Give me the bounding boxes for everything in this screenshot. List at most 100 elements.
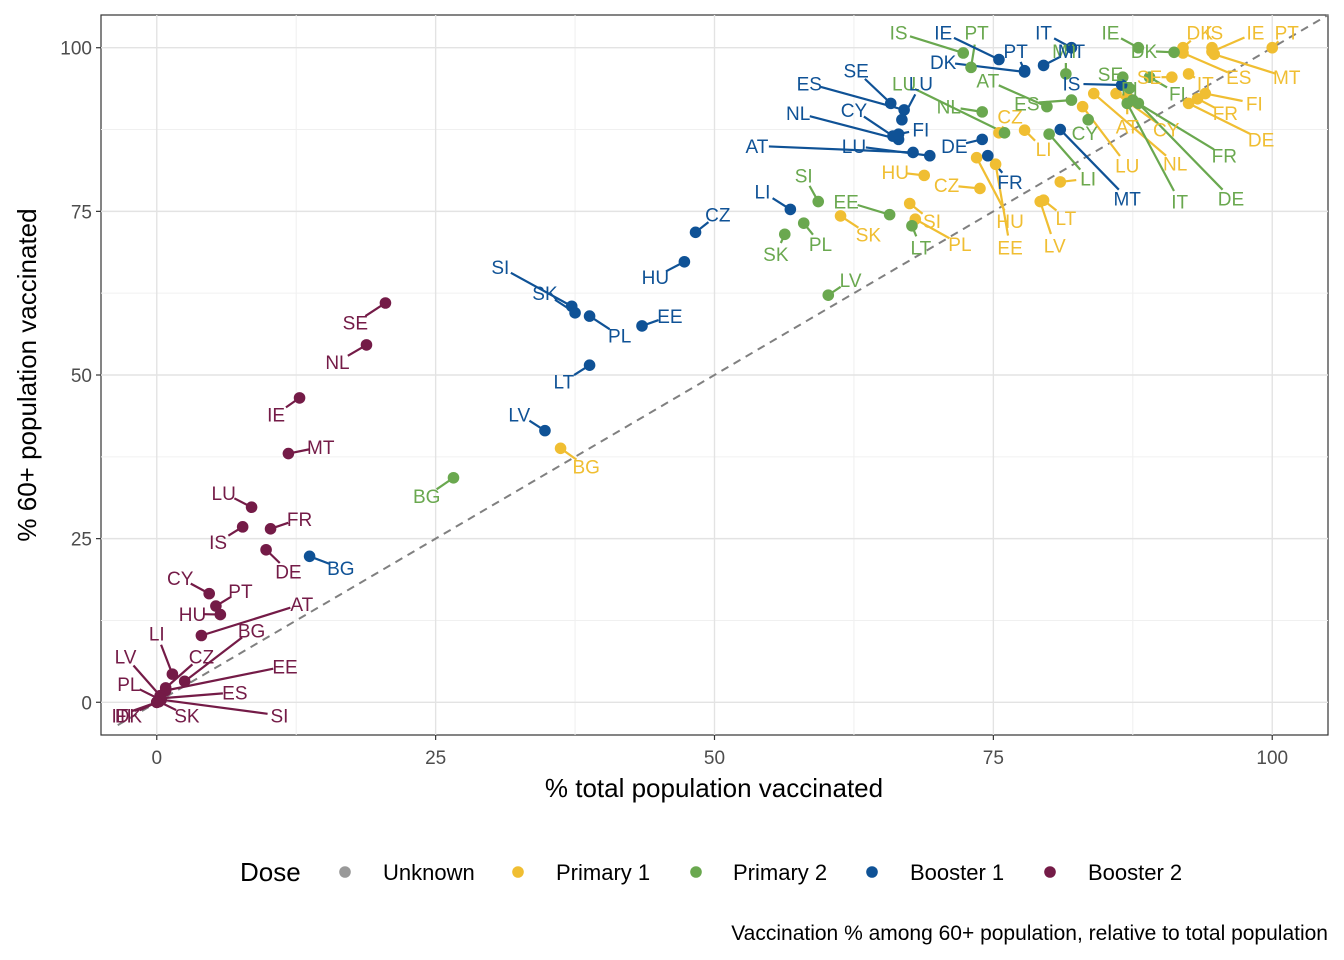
point-label-es: ES — [797, 75, 822, 96]
caption: Vaccination % among 60+ population, rela… — [731, 922, 1328, 945]
point-lt — [906, 219, 918, 232]
point-es — [898, 104, 910, 116]
leader-line-ee — [994, 164, 1010, 236]
point-label-pt: PT — [1275, 24, 1300, 45]
point-label-es: ES — [222, 683, 247, 704]
y-tick-label: 50 — [71, 366, 92, 387]
point-ee — [636, 320, 648, 332]
leader-line-at — [201, 606, 291, 637]
leader-line-lu — [865, 146, 930, 157]
point-label-at: AT — [1116, 117, 1139, 138]
point-label-hu: HU — [996, 212, 1023, 233]
point-label-si: SI — [923, 212, 941, 233]
point-label-bg: BG — [238, 621, 265, 642]
legend-title: Dose — [240, 857, 301, 887]
leader-line-cz — [164, 663, 194, 689]
leader-line-is — [1083, 82, 1122, 87]
legend: Dose Unknown Primary 1 Primary 2 Booster 1 B… — [240, 857, 1182, 887]
legend-label-unknown: Unknown — [383, 860, 475, 885]
leader-line-hu — [975, 157, 1006, 212]
point-lu — [1076, 100, 1089, 113]
point-li — [166, 668, 179, 680]
point-dk — [1018, 66, 1031, 78]
point-label-is: IS — [890, 24, 908, 45]
point-se — [379, 297, 392, 309]
point-label-si: SI — [491, 258, 509, 279]
point-label-dk: DK — [1187, 24, 1214, 45]
point-ee — [989, 158, 1002, 171]
point-fr — [264, 523, 277, 535]
point-at — [907, 146, 919, 159]
point-label-pt: PT — [228, 582, 253, 603]
point-cz — [689, 226, 702, 239]
leader-line-lv — [132, 664, 161, 697]
point-it — [150, 696, 163, 709]
point-label-es: ES — [1014, 94, 1039, 115]
point-lt — [583, 359, 596, 371]
point-label-fi: FI — [1121, 79, 1138, 100]
leader-line-nl — [809, 115, 899, 141]
x-tick-label: 50 — [704, 748, 725, 769]
point-de — [260, 543, 272, 556]
point-sk — [834, 210, 847, 222]
point-label-cy: CY — [1153, 121, 1180, 142]
point-label-ee: EE — [272, 657, 297, 678]
y-tick-label: 75 — [71, 202, 92, 223]
point-is — [957, 47, 970, 59]
point-label-fr: FR — [997, 173, 1022, 194]
point-hu — [970, 151, 983, 164]
leader-line-mt — [1213, 53, 1276, 75]
point-pt — [210, 600, 222, 612]
point-label-lu: LU — [212, 484, 236, 505]
point-label-nl: NL — [937, 98, 961, 119]
point-label-dk: DK — [116, 706, 143, 727]
point-label-si: SI — [795, 166, 813, 187]
identity-line — [117, 14, 1329, 727]
point-label-nl: NL — [1163, 155, 1187, 176]
point-label-lt: LT — [554, 373, 575, 394]
point-label-se: SE — [843, 62, 868, 83]
point-dk — [1168, 46, 1180, 59]
point-label-pt: PT — [1004, 42, 1029, 63]
leader-line-mt — [1059, 128, 1120, 191]
point-label-lu: LU — [842, 137, 866, 158]
point-li — [1054, 176, 1067, 188]
point-label-se: SE — [343, 314, 368, 335]
point-hu — [214, 608, 227, 621]
point-label-is: IS — [1062, 75, 1080, 96]
y-tick-label: 0 — [81, 693, 92, 714]
leader-line-fi — [1205, 92, 1243, 103]
point-label-at: AT — [976, 71, 999, 92]
legend-label-primary-1: Primary 1 — [556, 860, 650, 885]
leader-line-de — [1188, 102, 1251, 136]
point-label-sk: SK — [532, 284, 558, 305]
point-label-fr: FR — [1212, 147, 1237, 168]
point-label-it: IT — [1197, 75, 1214, 96]
leader-line-pl — [914, 218, 950, 240]
point-it — [1065, 41, 1078, 54]
point-mt — [1037, 59, 1050, 72]
y-tick-label: 100 — [60, 39, 92, 60]
point-label-se: SE — [1098, 65, 1123, 86]
point-lu — [923, 149, 936, 162]
point-label-cz: CZ — [189, 647, 215, 668]
legend-label-booster-2: Booster 2 — [1088, 860, 1182, 885]
point-label-lu: LU — [1115, 157, 1139, 178]
point-label-nl: NL — [786, 104, 810, 125]
point-label-lv: LV — [840, 271, 862, 292]
point-es — [1065, 94, 1078, 106]
point-li — [1043, 128, 1055, 140]
point-mt — [1060, 68, 1072, 80]
point-mt — [1208, 48, 1221, 61]
point-ee — [883, 208, 896, 221]
legend-key-primary-2 — [690, 866, 702, 878]
point-lv — [539, 424, 551, 437]
point-label-hu: HU — [179, 605, 206, 626]
point-nl — [976, 106, 989, 118]
point-ie — [993, 53, 1005, 66]
point-label-lu: LU — [909, 75, 933, 96]
x-tick-label: 0 — [151, 748, 162, 769]
point-is — [1115, 79, 1128, 91]
point-label-lv: LV — [115, 647, 137, 668]
